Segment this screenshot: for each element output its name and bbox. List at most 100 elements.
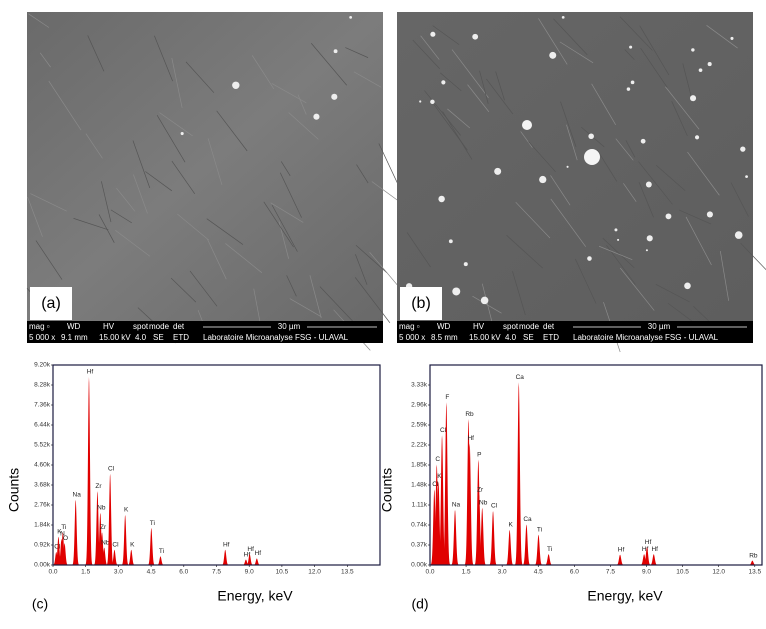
particle: [645, 249, 648, 252]
texture-streak: [520, 131, 533, 148]
particle: [522, 120, 532, 130]
texture-streak: [495, 71, 505, 101]
info-header: spot: [133, 322, 149, 331]
peak: [52, 551, 61, 565]
texture-streak: [159, 112, 193, 137]
texture-streak: [145, 171, 173, 192]
particle: [561, 15, 565, 19]
y-tick-label: 0.74k: [411, 522, 428, 529]
y-tick-label: 1.85k: [411, 462, 428, 469]
peak: [505, 529, 514, 565]
letter-box: [400, 287, 442, 320]
info-value: ETD: [173, 333, 189, 342]
y-tick-label: 5.52k: [34, 442, 51, 449]
peak: [437, 435, 447, 565]
peak-label: Hf: [244, 551, 251, 558]
peak: [514, 382, 524, 565]
texture-streak: [596, 149, 618, 182]
particle: [331, 93, 338, 100]
x-axis-label: Energy, keV: [587, 588, 663, 604]
particle: [646, 235, 653, 242]
image-area: [397, 12, 753, 321]
texture-streak: [263, 201, 294, 248]
x-tick-label: 7.5: [606, 569, 615, 576]
peak: [106, 473, 115, 565]
y-tick-label: 2.76k: [34, 502, 51, 509]
particle: [313, 113, 320, 120]
scale-label: 30 µm: [648, 322, 671, 331]
particle: [430, 31, 436, 37]
peak: [110, 549, 119, 565]
x-tick-label: 10.5: [276, 569, 289, 576]
peak: [58, 532, 67, 565]
sem-image: (b) mag ▫ WD HV spot mode det 5 000 x 8.5 mm 15.0…: [397, 12, 766, 353]
texture-streak: [566, 124, 578, 161]
texture-streak: [27, 196, 43, 237]
info-value: ETD: [543, 333, 559, 342]
texture-streak: [225, 243, 263, 273]
sem-image: (a) mag ▫ WD HV spot mode det 5 000 x 9.1 mm 15.0…: [26, 12, 402, 351]
peak: [98, 532, 106, 565]
texture-streak: [619, 16, 653, 51]
info-header: mode: [519, 322, 540, 331]
peak: [442, 402, 451, 565]
texture-streak: [623, 183, 637, 202]
texture-streak: [98, 214, 115, 243]
peak-label: Nb: [479, 499, 488, 506]
texture-streak: [574, 258, 597, 304]
particle: [180, 131, 184, 136]
peak-label: Na: [452, 502, 461, 509]
peak: [464, 419, 473, 565]
particle: [419, 100, 422, 103]
peak-label: Nb: [101, 539, 110, 546]
particle: [690, 95, 697, 102]
texture-streak: [369, 252, 398, 286]
x-tick-label: 3.0: [114, 569, 123, 576]
y-axis-label: Counts: [379, 468, 395, 512]
scale-label-bg: [271, 322, 307, 332]
particle: [698, 68, 703, 72]
particle: [588, 133, 594, 140]
peak: [642, 547, 652, 565]
peak-label: Cl: [491, 503, 498, 510]
peak-label: Hf: [255, 550, 262, 557]
peak: [639, 554, 649, 565]
peak: [71, 499, 80, 565]
texture-streak: [279, 172, 302, 218]
peak: [450, 509, 460, 565]
texture-streak: [655, 284, 690, 303]
texture-streak: [515, 201, 551, 239]
particle: [740, 146, 746, 152]
peak: [85, 376, 93, 565]
texture-streak: [598, 245, 633, 260]
texture-streak: [356, 164, 369, 184]
info-header: HV: [103, 322, 115, 331]
x-tick-label: 0.0: [48, 569, 57, 576]
particle: [472, 33, 479, 40]
peak: [465, 443, 475, 565]
peak: [544, 554, 553, 565]
particle: [566, 165, 569, 168]
particle: [463, 262, 468, 267]
y-tick-label: 0.37k: [411, 542, 428, 549]
texture-streak: [309, 275, 322, 319]
peak: [434, 481, 443, 565]
texture-streak: [251, 55, 275, 90]
peak-label: Hf: [247, 546, 254, 553]
info-header: WD: [67, 322, 81, 331]
peak-label: K: [437, 473, 442, 480]
info-value: SE: [523, 333, 534, 342]
peak: [430, 489, 439, 565]
texture-streak: [479, 70, 489, 104]
x-tick-label: 13.5: [341, 569, 354, 576]
texture-streak: [28, 13, 50, 28]
texture-streak: [85, 133, 103, 159]
particle: [691, 48, 695, 52]
peak-label: Cl: [440, 427, 447, 434]
texture-streak: [506, 235, 543, 269]
particle: [549, 51, 557, 59]
info-header: mag ▫: [29, 322, 50, 331]
texture-streak: [87, 35, 105, 72]
info-header: HV: [473, 322, 485, 331]
